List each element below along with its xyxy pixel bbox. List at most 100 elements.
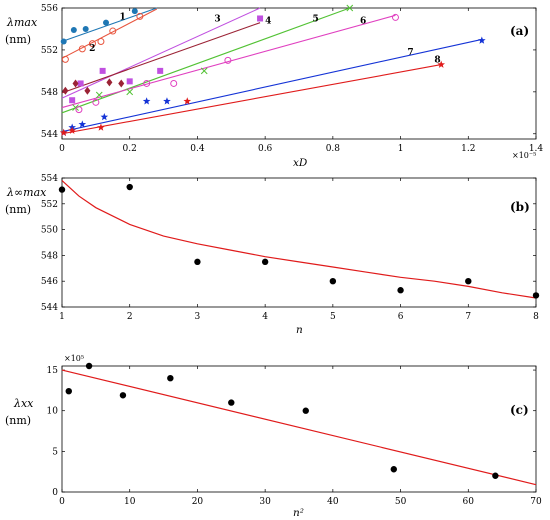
panel-a-yunit: (nm) — [5, 33, 31, 46]
data-point — [97, 123, 105, 131]
series-label: 5 — [313, 15, 319, 25]
data-point — [118, 79, 125, 88]
x-tick-label: 70 — [530, 497, 542, 507]
x-tick-label: 1.4 — [529, 144, 544, 154]
data-point — [170, 79, 178, 87]
panel-a-tag: (a) — [510, 24, 529, 38]
panel-c-yunit: (nm) — [5, 414, 31, 427]
fit-curve — [61, 369, 537, 486]
x-tick-label: 4 — [262, 312, 268, 322]
data-point — [62, 86, 69, 95]
series-label: 7 — [407, 48, 413, 58]
data-point — [97, 38, 105, 46]
x-tick-label: 1 — [59, 312, 65, 322]
data-point — [163, 97, 171, 105]
markers-b — [58, 183, 540, 299]
series-label: 4 — [265, 17, 271, 27]
data-point — [88, 40, 96, 48]
data-point — [106, 78, 113, 87]
y-tick-label: 552 — [41, 200, 58, 210]
panel-c-y-exponent: ×10⁵ — [64, 354, 84, 363]
x-tick-label: 40 — [327, 497, 339, 507]
data-point — [61, 55, 69, 63]
data-point — [72, 79, 79, 88]
data-point — [397, 287, 404, 294]
data-point — [95, 91, 103, 99]
series-label: 1 — [120, 13, 126, 23]
x-tick-label: 7 — [465, 312, 471, 322]
series-label: 6 — [360, 17, 366, 27]
fit-line — [61, 7, 157, 43]
y-tick-label: 10 — [47, 407, 59, 417]
data-point — [119, 392, 127, 399]
plot-frame-a — [61, 7, 537, 140]
y-tick-label: 544 — [41, 303, 58, 313]
data-point — [77, 80, 84, 87]
fit-line — [61, 22, 261, 94]
data-point — [103, 19, 110, 26]
panel-b-xlabel: n — [296, 324, 303, 336]
x-tick-label: 1.2 — [461, 144, 475, 154]
fit-line — [61, 64, 442, 135]
data-point — [167, 374, 174, 382]
data-point — [257, 15, 264, 22]
y-tick-label: 552 — [41, 46, 58, 56]
panel-c-tag: (c) — [510, 403, 529, 417]
data-point — [228, 399, 235, 406]
x-tick-label: 50 — [395, 497, 407, 507]
panel-c: 0 10 20 30 40 50 60 70 0 5 10 15 λxx (nm) ×10⁵ n² (… — [5, 354, 542, 519]
data-point — [390, 466, 397, 473]
data-point — [157, 67, 164, 74]
line-labels-a: 1 2 3 4 5 6 7 8 — [89, 13, 441, 66]
data-point — [194, 258, 201, 266]
data-point — [69, 97, 76, 104]
y-tick-label: 546 — [41, 277, 58, 287]
data-point — [78, 120, 87, 128]
x-tick-label: 0.2 — [123, 144, 137, 154]
data-point — [78, 45, 86, 53]
fit-line — [61, 38, 482, 133]
data-point — [183, 97, 192, 105]
x-tick-label: 20 — [192, 497, 204, 507]
panel-a: 0 0.2 0.4 0.6 0.8 1 1.2 1.4 544 548 552 556 1 2 3 4 5 6 7… — [5, 4, 543, 169]
series-label: 2 — [89, 44, 95, 54]
x-tick-label: 10 — [124, 497, 136, 507]
data-point — [59, 128, 68, 136]
y-tick-label: 550 — [41, 226, 58, 236]
panel-a-ylabel: λmax — [6, 16, 38, 29]
y-tick-label: 0 — [52, 488, 58, 498]
panel-a-xlabel: xD — [293, 157, 308, 169]
fit-line — [61, 7, 261, 99]
x-tick-label: 0.8 — [326, 144, 341, 154]
x-tick-label: 5 — [330, 312, 336, 322]
data-point — [224, 56, 232, 64]
data-point — [131, 8, 138, 15]
data-point — [142, 97, 151, 105]
data-point — [58, 186, 66, 193]
fit-lines-b — [61, 180, 537, 299]
x-tick-label: 6 — [398, 312, 404, 322]
data-point — [346, 4, 354, 12]
ticks-b: 1 2 3 4 5 6 7 8 544 546 548 550 552 554 — [41, 174, 539, 322]
x-tick-label: 60 — [463, 497, 475, 507]
data-point — [143, 79, 151, 87]
fit-lines-a — [61, 7, 482, 135]
data-point — [92, 98, 100, 106]
fit-line — [61, 14, 396, 109]
y-tick-label: 544 — [41, 130, 58, 140]
fit-line — [61, 7, 350, 114]
data-point — [85, 362, 93, 370]
fit-curve — [61, 180, 537, 299]
x-tick-label: 0 — [59, 497, 65, 507]
y-tick-label: 548 — [41, 251, 58, 261]
data-point — [492, 472, 499, 479]
series-label: 3 — [214, 15, 220, 25]
markers-a — [59, 4, 486, 136]
x-tick-label: 3 — [195, 312, 201, 322]
y-tick-label: 5 — [52, 447, 58, 457]
data-point — [60, 38, 67, 45]
data-point — [329, 278, 337, 285]
data-point — [437, 60, 445, 68]
